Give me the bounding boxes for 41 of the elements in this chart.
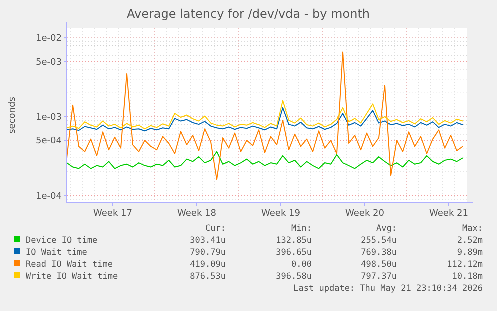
text: 132.85u [276, 236, 312, 246]
y-tick-label: 1e-03 [36, 112, 62, 123]
text: 112.12m [447, 260, 483, 270]
text: 10.18m [452, 272, 483, 282]
text: Cur: [206, 224, 226, 234]
text: 797.37u [361, 272, 397, 282]
text: 0.00 [292, 260, 312, 270]
legend-label: IO Wait time [26, 248, 88, 258]
text: 769.38u [361, 248, 397, 258]
text: 396.58u [276, 272, 312, 282]
text: 876.53u [190, 272, 226, 282]
text: 9.89m [457, 248, 483, 258]
text: 2.52m [457, 236, 483, 246]
legend-label: Device IO time [26, 236, 98, 246]
x-tick-label: Week 18 [178, 209, 217, 219]
text: 498.50u [361, 260, 397, 270]
text: Min: [292, 224, 312, 234]
text: 255.54u [361, 236, 397, 246]
text: 303.41u [190, 236, 226, 246]
x-tick-label: Week 19 [262, 209, 301, 219]
x-tick-label: Week 20 [346, 209, 385, 219]
y-tick-label: 1e-02 [36, 34, 62, 44]
line-series [66, 100, 464, 130]
y-tick-label: 5e-04 [36, 136, 62, 147]
line-series [66, 52, 464, 180]
text: 419.09u [190, 260, 226, 270]
x-tick-label: Week 21 [430, 209, 468, 219]
text: Avg: [376, 224, 397, 234]
chart-title: Average latency for /dev/vda - by month [127, 7, 370, 21]
text: Max: [462, 224, 483, 234]
y-tick-label: 5e-03 [36, 58, 62, 68]
legend-label: Read IO Wait time [26, 260, 113, 270]
y-tick-label: 1e-04 [36, 192, 62, 202]
y-axis-title: seconds [8, 96, 18, 134]
legend-label: Write IO Wait time [26, 272, 118, 282]
text: 396.65u [276, 248, 312, 258]
x-tick-label: Week 17 [94, 209, 132, 219]
text: Last update: Thu May 21 23:10:34 2026 [294, 284, 483, 294]
line-series [66, 151, 464, 170]
line-series [66, 107, 464, 132]
text: 790.79u [190, 248, 226, 258]
